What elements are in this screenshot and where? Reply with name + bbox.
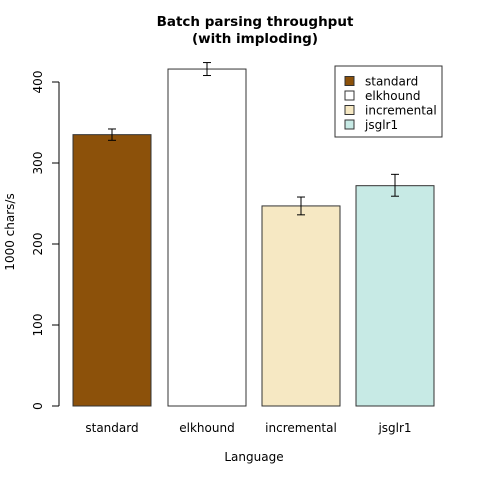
legend-swatch (344, 90, 355, 101)
error-bar-jsglr1 (391, 173, 399, 197)
y-tick-label: 100 (31, 314, 45, 337)
legend-swatch (344, 76, 355, 86)
legend-swatch (344, 105, 355, 115)
error-bar-elkhound (203, 62, 211, 77)
x-tick-label: elkhound (179, 421, 234, 435)
chart-title-line-2: (with imploding) (192, 31, 318, 47)
error-bar-standard (108, 128, 116, 141)
y-axis: 0 100 200 300 400 (31, 71, 60, 410)
legend-swatch (344, 119, 355, 130)
x-axis-label: Language (224, 450, 283, 464)
legend-entry-elkhound: elkhound (344, 89, 420, 103)
legend-label: standard (365, 75, 418, 89)
bar-elkhound (167, 68, 247, 407)
bar-incremental (261, 205, 341, 407)
error-bars-group (108, 62, 399, 216)
y-tick-label: 0 (31, 402, 45, 410)
legend-label: elkhound (365, 89, 420, 103)
legend-entry-incremental: incremental (344, 104, 437, 118)
bar-standard (72, 134, 152, 407)
y-tick-label: 200 (31, 233, 45, 256)
legend-entry-jsglr1: jsglr1 (344, 118, 398, 132)
x-tick-label: incremental (265, 421, 337, 435)
bar-jsglr1 (355, 185, 435, 407)
x-tick-label: jsglr1 (377, 421, 411, 435)
legend-label: incremental (365, 104, 437, 118)
error-bar-incremental (297, 196, 305, 216)
y-tick-label: 400 (31, 71, 45, 94)
legend-label: jsglr1 (364, 118, 398, 132)
chart-title-line-1: Batch parsing throughput (157, 14, 354, 30)
y-tick-label: 300 (31, 152, 45, 175)
y-axis-label: 1000 chars/s (3, 193, 17, 270)
x-tick-label: standard (85, 421, 138, 435)
legend-entry-standard: standard (344, 75, 418, 89)
x-axis-tick-labels: standard elkhound incremental jsglr1 (85, 421, 411, 435)
